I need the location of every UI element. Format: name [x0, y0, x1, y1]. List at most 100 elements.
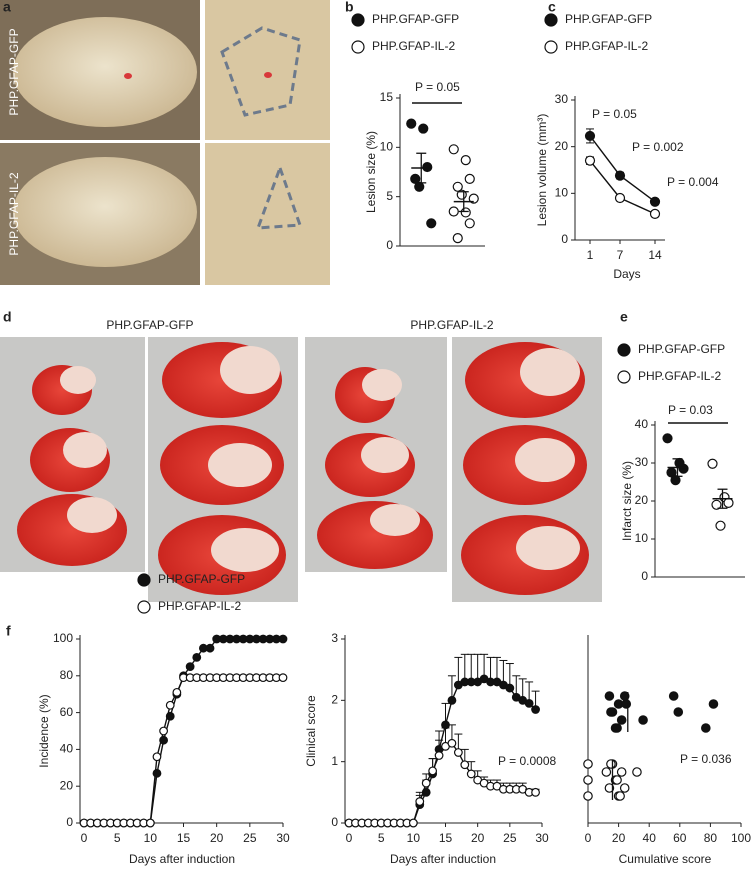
y-tick-label: 0	[386, 238, 393, 252]
x-tick-label: 25	[503, 831, 517, 845]
data-point	[448, 206, 459, 217]
data-point	[662, 433, 673, 444]
x-tick-label: 5	[114, 831, 121, 845]
y-tick-label: 80	[60, 668, 74, 682]
photo-row-label: PHP.GFAP-IL-2	[7, 172, 21, 255]
y-tick-label: 15	[380, 90, 394, 104]
y-tick-label: 40	[60, 742, 74, 756]
y-tick-label: 0	[641, 569, 648, 583]
data-point	[606, 707, 616, 717]
x-tick-label: 15	[177, 831, 191, 845]
data-point	[165, 700, 175, 710]
y-tick-label: 0	[561, 232, 568, 246]
y-tick-label: 3	[331, 631, 338, 645]
data-point	[410, 173, 421, 185]
data-point	[406, 118, 417, 129]
data-point	[612, 723, 622, 733]
x-tick-label: 30	[535, 831, 549, 845]
data-point	[466, 769, 476, 779]
x-tick-label: 40	[643, 831, 657, 845]
x-tick-label: 7	[617, 248, 624, 262]
x-tick-label: 25	[243, 831, 257, 845]
data-point	[708, 699, 719, 709]
x-axis-label: Days after induction	[129, 852, 235, 866]
data-point	[415, 797, 425, 806]
y-tick-label: 10	[635, 531, 649, 545]
data-point	[638, 715, 648, 725]
data-point	[583, 791, 593, 801]
annotation: P = 0.004	[667, 175, 719, 189]
data-point	[616, 767, 627, 777]
legend-label: PHP.GFAP-GFP	[372, 12, 459, 26]
panel-letter: a	[3, 0, 11, 15]
data-point	[715, 520, 726, 531]
data-point	[278, 634, 288, 644]
data-point	[505, 683, 515, 693]
x-tick-label: 30	[276, 831, 290, 845]
data-point	[422, 161, 433, 173]
panel-letter: b	[345, 0, 354, 15]
x-axis-label: Cumulative score	[619, 852, 712, 866]
y-axis-label: Lesion size (%)	[364, 131, 378, 213]
data-point	[152, 768, 162, 778]
data-point	[159, 735, 169, 745]
data-point	[649, 196, 661, 207]
y-tick-label: 100	[53, 631, 73, 645]
x-tick-label: 0	[346, 831, 353, 845]
photo-title: PHP.GFAP-GFP	[106, 318, 193, 332]
y-axis-label: Incidence (%)	[37, 694, 51, 767]
x-tick-label: 10	[407, 831, 421, 845]
series-line	[84, 676, 283, 824]
x-tick-label: 5	[378, 831, 385, 845]
data-point	[601, 767, 612, 777]
data-point	[428, 766, 438, 776]
brain-photos	[0, 0, 330, 285]
data-point	[614, 170, 626, 181]
data-point	[172, 687, 182, 697]
y-tick-label: 40	[635, 417, 649, 431]
annotation: P = 0.03	[668, 403, 713, 417]
data-point	[615, 791, 625, 801]
y-tick-label: 2	[331, 693, 338, 707]
legend-marker	[544, 40, 558, 54]
x-tick-label: 1	[587, 248, 594, 262]
legend-label: PHP.GFAP-GFP	[565, 12, 652, 26]
data-point	[531, 787, 540, 797]
data-point	[418, 123, 429, 134]
data-point	[524, 699, 534, 708]
data-point	[447, 695, 457, 705]
y-tick-label: 20	[60, 778, 74, 792]
y-tick-label: 10	[555, 186, 569, 200]
data-point	[673, 707, 684, 717]
legend-label: PHP.GFAP-GFP	[638, 342, 725, 356]
data-point	[452, 181, 463, 192]
slice-photos	[0, 337, 602, 602]
x-tick-label: 20	[210, 831, 224, 845]
data-point	[614, 192, 626, 204]
series-line	[84, 638, 283, 824]
annotation: P = 0.0008	[498, 754, 556, 768]
panel-letter: f	[6, 623, 11, 639]
data-point	[678, 463, 689, 474]
x-tick-label: 0	[81, 831, 88, 845]
legend-marker	[137, 573, 151, 587]
x-tick-label: 80	[704, 831, 718, 845]
panel-letter: e	[620, 309, 628, 325]
data-point	[464, 218, 475, 229]
legend-label: PHP.GFAP-IL-2	[372, 39, 455, 53]
y-tick-label: 20	[635, 493, 649, 507]
data-point	[452, 233, 463, 244]
x-tick-label: 20	[612, 831, 626, 845]
x-axis-label: Days	[613, 267, 640, 281]
y-tick-label: 5	[386, 189, 393, 203]
y-tick-label: 30	[555, 92, 569, 106]
data-point	[632, 767, 642, 777]
y-tick-label: 20	[555, 139, 569, 153]
data-point	[152, 752, 162, 762]
data-point	[531, 705, 540, 714]
x-axis-label: Days after induction	[390, 852, 496, 866]
legend-marker	[351, 13, 365, 27]
data-point	[711, 499, 722, 510]
legend-marker	[544, 13, 558, 27]
